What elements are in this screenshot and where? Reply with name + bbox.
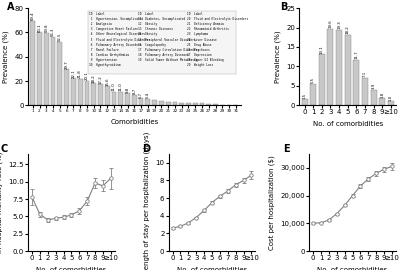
Bar [353,60,359,105]
Text: E: E [283,144,290,154]
Text: 52.5: 52.5 [58,32,62,41]
Text: 29.7: 29.7 [64,60,68,69]
Bar [58,42,62,105]
Text: 13.1: 13.1 [320,45,324,53]
Y-axis label: In-hospital mortality rate (%): In-hospital mortality rate (%) [0,152,2,253]
Bar [112,92,116,105]
Text: 5.7: 5.7 [139,92,143,98]
Bar [220,104,225,105]
Bar [206,104,211,105]
Bar [125,93,130,105]
Text: 11.0: 11.0 [112,83,116,91]
Text: 21.8: 21.8 [78,69,82,78]
Text: 8.7: 8.7 [132,88,136,94]
Text: B: B [280,2,288,12]
Bar [319,54,325,105]
Bar [84,81,89,105]
Bar [328,29,334,105]
Bar [172,102,177,105]
Text: 3.9: 3.9 [372,83,376,89]
Bar [159,101,164,105]
Bar [91,83,96,105]
Bar [379,98,385,105]
Y-axis label: Prevalence (%): Prevalence (%) [274,31,281,83]
Text: 22.1: 22.1 [71,69,75,78]
Bar [64,69,69,105]
X-axis label: No. of comorbidities: No. of comorbidities [36,267,106,270]
X-axis label: Comorbidities: Comorbidities [110,119,158,125]
Bar [166,102,170,105]
Y-axis label: Cost per hospitalization ($): Cost per hospitalization ($) [268,155,275,250]
Bar [193,103,198,105]
Text: 5.5: 5.5 [311,77,315,83]
Bar [370,90,376,105]
X-axis label: No. of comorbidities: No. of comorbidities [177,267,247,270]
Bar [44,33,49,105]
Text: 20.1: 20.1 [85,72,89,80]
Y-axis label: Prevalence (%): Prevalence (%) [3,31,9,83]
Text: 9.8: 9.8 [126,87,130,93]
Bar [105,86,110,105]
Bar [132,95,137,105]
Text: 11.0: 11.0 [119,83,123,91]
Bar [310,84,316,105]
X-axis label: No. of comorbidities: No. of comorbidities [312,121,383,127]
Bar [200,103,204,105]
Y-axis label: Length of stay per hospitalization (days): Length of stay per hospitalization (days… [143,132,150,270]
Text: 17.2: 17.2 [98,75,102,84]
Text: 18.2: 18.2 [346,25,350,34]
Text: 18.2: 18.2 [92,74,96,83]
Text: 11.7: 11.7 [354,50,358,59]
Bar [146,99,150,105]
Text: D: D [142,144,150,154]
Bar [98,85,103,105]
Text: 19.3: 19.3 [337,21,341,29]
Text: 5.4: 5.4 [146,92,150,98]
Bar [179,103,184,105]
Text: A: A [7,2,14,12]
Bar [186,103,191,105]
Bar [302,99,308,105]
Bar [139,98,144,105]
Text: 19.6: 19.6 [328,20,332,28]
Bar [213,104,218,105]
Text: 59.8: 59.8 [44,23,48,32]
Text: C: C [0,144,8,154]
Text: 1.5: 1.5 [302,93,306,99]
Bar [345,35,351,105]
Bar [336,30,342,105]
Text: 15.6: 15.6 [105,77,109,86]
Bar [152,100,157,105]
Bar [118,92,123,105]
Bar [37,32,42,105]
Bar [78,79,82,105]
Bar [227,104,232,105]
Text: 60.1: 60.1 [38,23,42,32]
Bar [388,102,394,105]
Text: 7.1: 7.1 [363,71,367,77]
X-axis label: No. of comorbidities: No. of comorbidities [318,267,388,270]
Bar [362,78,368,105]
Text: 1.8: 1.8 [380,91,384,97]
Text: 56.3: 56.3 [51,28,55,36]
Bar [71,79,76,105]
Bar [30,21,35,105]
Text: 1.0: 1.0 [389,94,393,101]
Text: 69.4: 69.4 [31,12,35,20]
Bar [51,37,56,105]
